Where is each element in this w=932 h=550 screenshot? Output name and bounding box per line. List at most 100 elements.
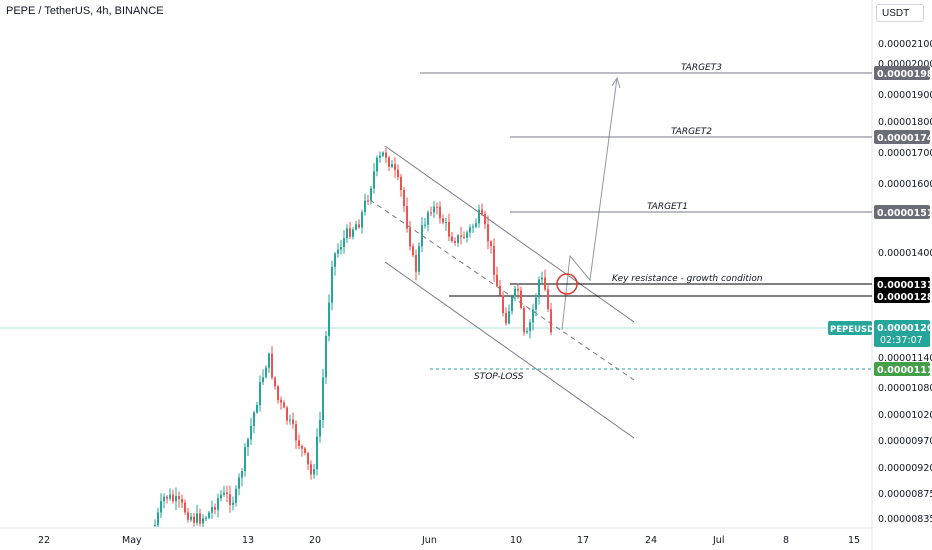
candle-body [211,507,213,513]
candle-body [382,152,384,156]
candle-body [286,407,288,421]
candle-body [496,274,498,286]
candle-body [325,335,327,378]
chart-title: PEPE / TetherUS, 4h, BINANCE [6,5,164,17]
candle-body [310,464,312,475]
candle-body [355,224,357,230]
candle-body [397,169,399,177]
svg-text:0.00001208: 0.00001208 [877,323,932,334]
svg-text:0.00001116: 0.00001116 [877,365,932,376]
price-tag-resistance: 0.00001314 [874,277,932,291]
svg-text:0.00001314: 0.00001314 [877,280,932,291]
candle-body [334,253,336,267]
time-tick: 15 [848,535,860,546]
candle-body [277,386,279,400]
candle-body [532,309,534,323]
candle-body [481,209,483,215]
candle-body [385,152,387,158]
candle-body [484,214,486,225]
price-axis[interactable]: 0.00002100 0.00002000 0.00001900 0.00001… [878,39,932,525]
candle-body [196,513,198,523]
candle-body [331,266,333,303]
countdown-label: 02:37:07 [880,335,923,346]
candle-body [304,448,306,453]
projection-path [561,77,618,331]
target3-label: TARGET3 [681,63,722,73]
candle-body [436,206,438,208]
candle-body [157,512,159,525]
price-tag-stoploss: 0.00001116 [874,362,932,376]
candle-body [421,225,423,247]
candle-body [442,218,444,223]
candle-body [229,494,231,505]
candle-body [367,200,369,202]
candle-body [193,516,195,523]
candle-body [460,235,462,237]
candle-body [214,507,216,510]
stoploss-label: STOP-LOSS [474,372,524,382]
candle-body [466,232,468,238]
price-tag-support: 0.00001286 [874,289,932,303]
candle-body [520,290,522,308]
candle-body [388,157,390,167]
candle-body [352,229,354,237]
candle-body [172,494,174,502]
candle-body [493,246,495,275]
candle-body [292,419,294,425]
breakout-circle [556,273,578,295]
candle-body [319,419,321,437]
resistance-label: Key resistance - growth condition [612,274,763,284]
svg-text:0.00001513: 0.00001513 [877,208,932,219]
candle-body [316,436,318,470]
currency-selector[interactable]: USDT [876,4,924,22]
candle-body [169,494,171,499]
candle-body [241,471,243,478]
time-tick: Jul [712,535,724,546]
candle-body [463,236,465,238]
candle-body [400,176,402,190]
candle-body [538,279,540,298]
candle-body [412,246,414,256]
target1-label: TARGET1 [647,202,688,212]
candle-body [445,221,447,223]
candle-body [235,488,237,503]
candle-body [181,499,183,503]
candle-body [505,313,507,324]
candle-body [232,502,234,505]
price-tick: 0.00002100 [878,39,932,50]
candle-body [244,446,246,472]
candle-body [271,353,273,378]
time-axis[interactable]: 22 May 13 20 Jun 10 17 24 Jul 8 15 [38,535,860,546]
candle-body [529,322,531,332]
target2-label: TARGET2 [671,127,712,137]
candle-body [259,382,261,406]
candle-body [238,477,240,489]
candle-body [163,496,165,502]
candle-body [289,419,291,421]
candle-body [166,496,168,499]
candle-body [346,228,348,239]
candle-body [475,223,477,227]
price-tick: 0.00000835 [878,514,932,525]
candle-body [175,496,177,502]
candle-body [256,405,258,413]
price-tick: 0.00002000 [878,59,932,70]
svg-text:0.00001981: 0.00001981 [877,69,932,80]
candle-body [469,227,471,233]
price-tag-current: 0.00001208 02:37:07 [874,320,932,347]
candle-body [430,212,432,214]
candle-body [280,399,282,403]
candle-body [433,206,435,213]
candle-body [199,513,201,524]
price-tag-target1: 0.00001513 [874,205,932,219]
candle-body [223,492,225,495]
channel-upper-line [384,145,635,323]
candle-body [508,311,510,324]
candle-body [517,288,519,291]
candle-body [358,224,360,228]
price-tick: 0.00000970 [878,436,932,447]
candle-body [202,518,204,524]
candle-body [544,277,546,290]
candle-body [349,228,351,237]
